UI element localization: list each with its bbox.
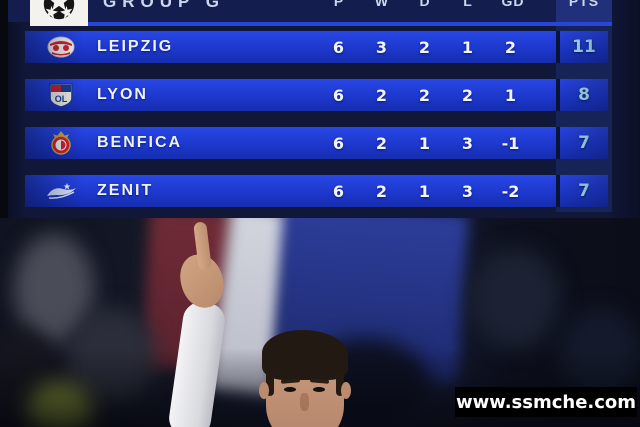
player-head [259,330,351,427]
zenit-badge-icon [25,180,97,202]
stat-drawn: 2 [418,37,431,57]
player-hair [262,330,348,380]
stat-lost: 2 [461,85,474,105]
team-name: LYON [97,86,148,103]
player-raised-arm [166,299,228,427]
table-row: BENFICA 6 2 1 3 -1 7 [25,127,608,159]
group-title: GROUP G [103,0,225,11]
pts-divider [556,127,560,159]
stat-won: 2 [375,85,388,105]
team-name: ZENIT [97,182,154,199]
stat-lost: 1 [461,37,474,57]
stat-lost: 3 [461,181,474,201]
stat-drawn: 2 [418,85,431,105]
header-accent-line [88,22,612,26]
stat-gd: 1 [504,85,517,105]
col-header-d: D [419,0,431,9]
table-row: OL LYON 6 2 2 2 1 8 [25,79,608,111]
stat-lost: 3 [461,133,474,153]
stat-points: 7 [578,133,590,153]
pts-divider [556,31,560,63]
stadium-photo: www.ssmche.com [0,218,640,427]
crowd-blur [470,248,560,348]
table-row: LEIPZIG 6 3 2 1 2 11 [25,31,608,63]
stat-played: 6 [332,37,345,57]
stat-gd: 2 [504,37,517,57]
stat-drawn: 1 [418,181,431,201]
pts-divider [556,79,560,111]
team-name: LEIPZIG [97,38,174,55]
svg-text:OL: OL [55,94,68,104]
col-header-gd: GD [501,0,525,9]
stat-won: 2 [375,133,388,153]
pts-divider [556,175,560,207]
stat-points: 7 [578,181,590,201]
team-name: BENFICA [97,134,183,151]
table-header: GROUP G P W D L GD PTS [8,0,612,22]
stat-played: 6 [332,181,345,201]
stat-drawn: 1 [418,133,431,153]
col-header-w: W [374,0,390,9]
watermark: www.ssmche.com [455,387,637,417]
stat-gd: -1 [501,133,520,153]
col-header-l: L [463,0,473,9]
stat-points: 11 [572,37,596,57]
header-pts-cell [556,0,612,22]
celebrating-player [0,218,640,427]
lyon-ol-badge-icon: OL [25,82,97,108]
col-header-p: P [333,0,345,9]
benfica-badge-icon [25,130,97,156]
stat-won: 2 [375,181,388,201]
stat-played: 6 [332,133,345,153]
col-header-pts: PTS [568,0,600,9]
photo-left-edge [0,0,8,218]
stat-points: 8 [578,85,590,105]
rb-leipzig-badge-icon [25,36,97,58]
stat-played: 6 [332,85,345,105]
table-row: ZENIT 6 2 1 3 -2 7 [25,175,608,207]
stat-won: 3 [375,37,388,57]
stat-gd: -2 [501,181,520,201]
ucl-starball-icon [30,0,88,26]
